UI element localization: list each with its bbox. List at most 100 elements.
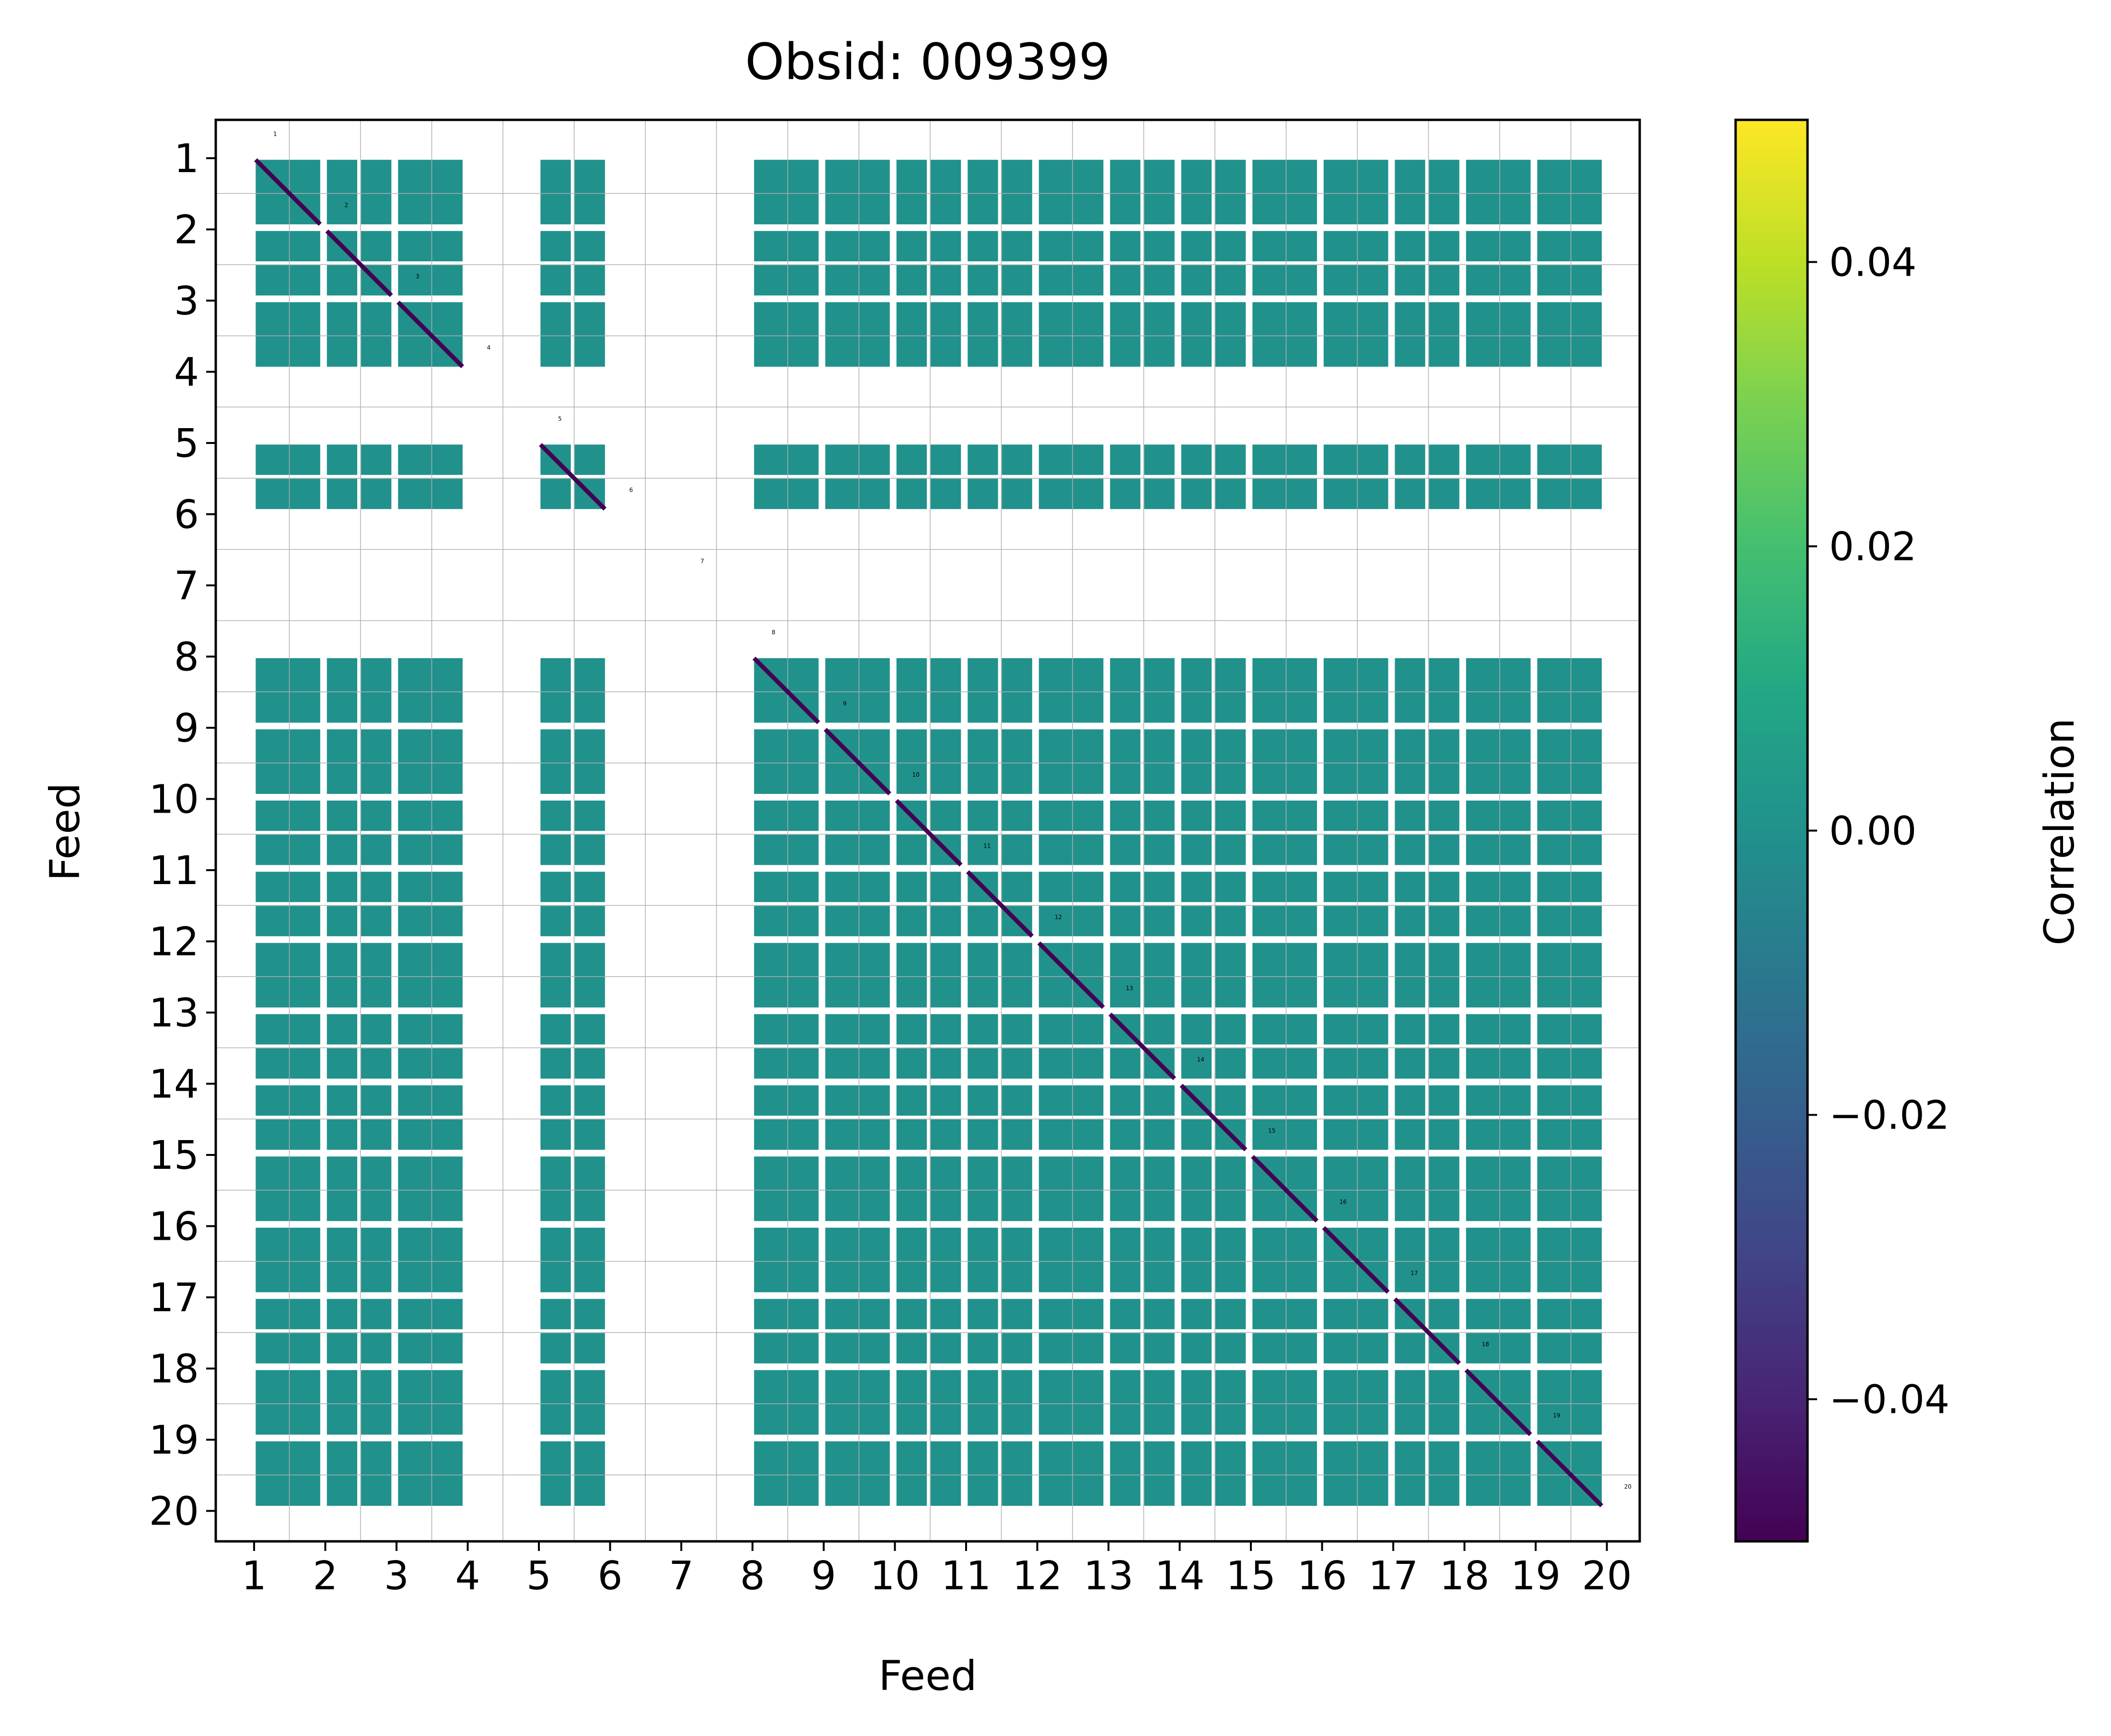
diagonal-16	[1322, 1226, 1390, 1294]
cell-11-18	[1466, 872, 1531, 902]
cell-11-2	[361, 906, 392, 936]
cell-19-14	[1181, 1441, 1212, 1506]
cell-1-2	[327, 160, 358, 224]
cell-19-2	[327, 1441, 358, 1506]
cell-11-12	[1038, 906, 1104, 936]
cell-14-15	[1252, 1085, 1317, 1116]
cell-16-1	[256, 1227, 320, 1293]
cell-8-18	[1466, 658, 1531, 723]
cell-5-5	[574, 444, 605, 475]
cell-9-10	[896, 729, 927, 794]
x-tick-label-20: 20	[1582, 1553, 1632, 1599]
cell-9-2	[327, 729, 358, 794]
heatmap-cells	[256, 160, 1602, 1506]
cell-17-11	[1002, 1299, 1032, 1329]
feed-tag-12: 12	[1055, 914, 1062, 920]
cell-5-16	[1323, 444, 1388, 475]
cell-13-2	[327, 1048, 358, 1079]
diagonal-8	[752, 656, 820, 724]
cell-3-19	[1537, 302, 1602, 367]
y-tick-label-13: 13	[149, 990, 199, 1036]
cell-11-5	[540, 872, 571, 902]
cell-19-13	[1144, 1441, 1175, 1506]
plot-frame	[214, 118, 1641, 1543]
cell-5-2	[327, 444, 358, 475]
cell-12-14	[1215, 943, 1246, 1008]
cell-16-10	[896, 1227, 927, 1293]
cell-10-18	[1466, 835, 1531, 865]
cell-13-8	[754, 1014, 819, 1045]
cell-15-14	[1215, 1156, 1246, 1221]
cell-13-15	[1252, 1048, 1317, 1079]
cell-5-5	[540, 478, 571, 509]
cell-12-13	[1110, 943, 1141, 1008]
cell-13-1	[256, 1014, 320, 1045]
cell-14-11	[1002, 1119, 1032, 1150]
x-tick-label-8: 8	[740, 1553, 765, 1599]
cell-18-16	[1323, 1370, 1388, 1435]
cell-2-16	[1323, 265, 1388, 296]
cell-1-17	[1395, 160, 1425, 224]
cell-5-2	[361, 478, 392, 509]
cell-8-3	[398, 658, 463, 723]
cell-10-10	[931, 800, 961, 831]
cell-12-13	[1144, 943, 1175, 1008]
cell-2-10	[896, 265, 927, 296]
cell-15-18	[1466, 1156, 1531, 1221]
cell-14-14	[1215, 1085, 1246, 1116]
cell-12-15	[1252, 943, 1317, 1008]
cell-2-9	[825, 265, 890, 296]
cell-10-16	[1323, 800, 1388, 831]
feed-tag-11: 11	[983, 843, 991, 850]
cell-1-3	[398, 160, 463, 224]
cell-11-12	[1038, 872, 1104, 902]
cell-3-9	[825, 302, 890, 367]
cell-13-19	[1537, 1048, 1602, 1079]
x-tick-label-15: 15	[1226, 1553, 1276, 1599]
cell-3-2	[361, 302, 392, 367]
cell-17-9	[825, 1299, 890, 1329]
x-tick-label-11: 11	[941, 1553, 991, 1599]
cell-12-17	[1429, 943, 1459, 1008]
colorbar-ticks: −0.04 −0.02 0.00 0.02 0.04	[1808, 240, 1949, 1423]
cell-19-15	[1252, 1441, 1317, 1506]
cell-15-14	[1181, 1156, 1212, 1221]
cbar-tick-label-2: 0.00	[1829, 809, 1917, 854]
cell-5-14	[1215, 478, 1246, 509]
cell-16-17	[1395, 1227, 1425, 1293]
cell-11-2	[361, 872, 392, 902]
cell-19-3	[398, 1441, 463, 1506]
cell-10-17	[1395, 800, 1425, 831]
cell-17-13	[1144, 1299, 1175, 1329]
cell-17-2	[361, 1299, 392, 1329]
cell-10-13	[1110, 835, 1141, 865]
cell-16-11	[968, 1227, 998, 1293]
cell-3-11	[1002, 302, 1032, 367]
cell-5-17	[1429, 444, 1459, 475]
cell-5-2	[361, 444, 392, 475]
cell-3-8	[754, 302, 819, 367]
cell-11-1	[256, 906, 320, 936]
cell-13-14	[1215, 1014, 1246, 1045]
cell-17-5	[540, 1333, 571, 1363]
cell-2-15	[1252, 265, 1317, 296]
cell-13-10	[896, 1048, 927, 1079]
cell-16-17	[1429, 1227, 1459, 1293]
cell-2-5	[540, 231, 571, 262]
cell-13-14	[1181, 1048, 1212, 1079]
cell-17-1	[256, 1299, 320, 1329]
cell-16-12	[1038, 1227, 1104, 1293]
cell-16-15	[1252, 1227, 1317, 1293]
cell-2-2	[327, 265, 358, 296]
cell-5-17	[1395, 478, 1425, 509]
cell-14-17	[1395, 1085, 1425, 1116]
cell-12-11	[1002, 943, 1032, 1008]
cell-18-8	[754, 1370, 819, 1435]
cell-14-5	[540, 1085, 571, 1116]
y-tick-label-18: 18	[149, 1347, 199, 1392]
cell-13-5	[540, 1014, 571, 1045]
cell-13-14	[1215, 1048, 1246, 1079]
cell-19-10	[896, 1441, 927, 1506]
cell-2-3	[398, 265, 463, 296]
cell-2-11	[968, 265, 998, 296]
